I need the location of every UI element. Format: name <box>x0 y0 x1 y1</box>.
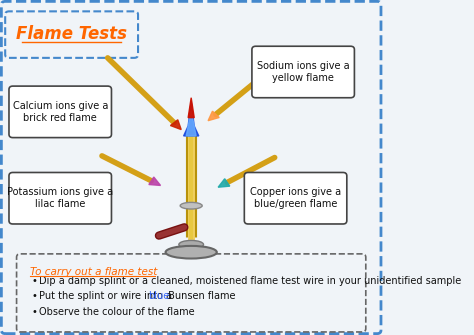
Polygon shape <box>183 101 199 136</box>
Text: blue: blue <box>148 291 170 302</box>
FancyBboxPatch shape <box>5 11 138 58</box>
Ellipse shape <box>165 246 217 259</box>
Text: •: • <box>32 276 37 286</box>
Text: To carry out a flame test: To carry out a flame test <box>30 267 157 277</box>
FancyBboxPatch shape <box>252 46 355 98</box>
Text: •: • <box>32 291 37 302</box>
FancyBboxPatch shape <box>1 1 381 334</box>
FancyBboxPatch shape <box>244 173 347 224</box>
Text: Flame Tests: Flame Tests <box>16 25 127 43</box>
FancyBboxPatch shape <box>17 254 366 332</box>
Polygon shape <box>171 120 181 130</box>
Ellipse shape <box>180 202 202 209</box>
Ellipse shape <box>179 241 203 249</box>
Text: Sodium ions give a
yellow flame: Sodium ions give a yellow flame <box>257 61 349 83</box>
FancyBboxPatch shape <box>9 173 111 224</box>
Text: Observe the colour of the flame: Observe the colour of the flame <box>39 307 195 317</box>
Text: •: • <box>32 307 37 317</box>
Polygon shape <box>208 111 219 121</box>
Polygon shape <box>149 177 161 186</box>
Text: Dip a damp splint or a cleaned, moistened flame test wire in your unidentified s: Dip a damp splint or a cleaned, moistene… <box>39 276 462 286</box>
Text: Potassium ions give a
lilac flame: Potassium ions give a lilac flame <box>7 187 113 209</box>
Text: Copper ions give a
blue/green flame: Copper ions give a blue/green flame <box>250 187 341 209</box>
Text: Put the splint or wire into a: Put the splint or wire into a <box>39 291 175 302</box>
Polygon shape <box>188 98 194 118</box>
Text: Calcium ions give a
brick red flame: Calcium ions give a brick red flame <box>12 101 108 123</box>
FancyBboxPatch shape <box>9 86 111 138</box>
Polygon shape <box>218 179 230 187</box>
Text: Bunsen flame: Bunsen flame <box>165 291 236 302</box>
Polygon shape <box>186 111 196 136</box>
